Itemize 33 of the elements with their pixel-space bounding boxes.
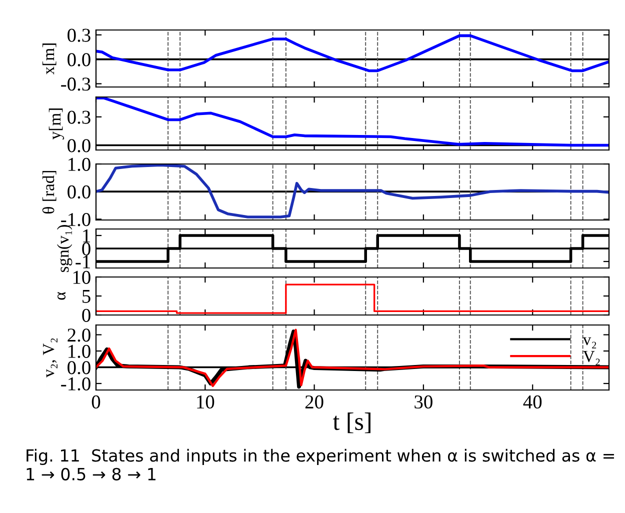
y-axis-title: y[m] xyxy=(48,108,64,140)
y-tick-label: 1.0 xyxy=(68,158,90,172)
y-tick-label: 0 xyxy=(82,308,90,322)
y-tick-label: 2.0 xyxy=(68,328,90,342)
x-tick-label: 20 xyxy=(305,395,324,409)
y-axis-title: sgn(v₁) xyxy=(57,225,72,272)
y-tick-label: 0 xyxy=(82,242,90,256)
y-tick-label: 1.0 xyxy=(68,344,90,358)
y-tick-label: -1 xyxy=(76,255,90,268)
caption: Fig. 11 States and inputs in the experiment when α is switched as α = 1 → 0.5 → 8 → 1 xyxy=(26,448,614,480)
y-tick-label: 5 xyxy=(82,290,90,303)
x-axis-title: t [s] xyxy=(332,412,370,434)
y-axis-title: x[m] xyxy=(42,44,56,75)
y-tick-label: -0.3 xyxy=(61,78,90,91)
x-tick-label: 10 xyxy=(197,395,214,409)
y-tick-label: -1.0 xyxy=(61,377,90,391)
y-tick-label: 0.0 xyxy=(68,361,90,374)
x-tick-label: 0 xyxy=(92,395,100,409)
y-tick-label: 0.3 xyxy=(68,28,90,42)
y-axis-title: θ [rad] xyxy=(42,170,56,214)
y-tick-label: 0.0 xyxy=(68,53,90,66)
x-tick-label: 40 xyxy=(523,395,542,409)
x-tick-label: 30 xyxy=(414,395,432,409)
legend-label: v₂ xyxy=(582,337,596,348)
y-axis-title: α xyxy=(58,292,66,300)
y-axis-title: v₂, V₂ xyxy=(43,338,58,378)
y-tick-label: -1.0 xyxy=(61,212,90,226)
y-tick-label: 0.3 xyxy=(68,110,90,124)
y-tick-label: 0.0 xyxy=(68,139,90,152)
legend-label: V₂ xyxy=(583,350,600,366)
y-tick-label: 0.0 xyxy=(68,185,90,199)
y-tick-label: 1 xyxy=(83,229,90,242)
y-tick-label: 10 xyxy=(73,270,90,284)
